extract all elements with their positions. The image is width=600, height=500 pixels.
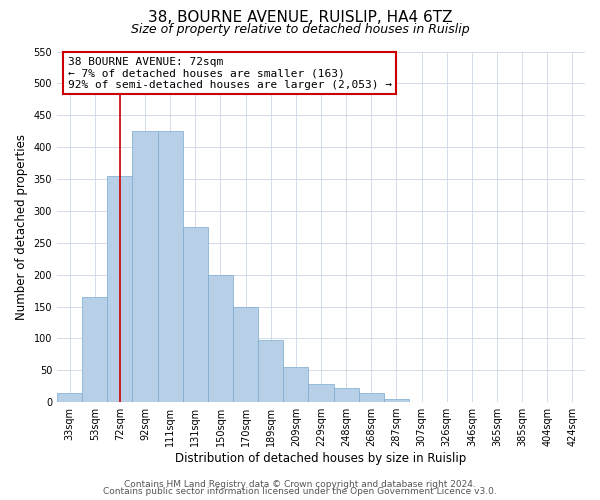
Bar (208, 274, 233, 402)
X-axis label: Distribution of detached houses by size in Ruislip: Distribution of detached houses by size … (175, 452, 467, 465)
Text: 38 BOURNE AVENUE: 72sqm
← 7% of detached houses are smaller (163)
92% of semi-de: 38 BOURNE AVENUE: 72sqm ← 7% of detached… (68, 57, 392, 90)
Text: Contains HM Land Registry data © Crown copyright and database right 2024.: Contains HM Land Registry data © Crown c… (124, 480, 476, 489)
Bar (359, 394, 384, 402)
Text: 38, BOURNE AVENUE, RUISLIP, HA4 6TZ: 38, BOURNE AVENUE, RUISLIP, HA4 6TZ (148, 10, 452, 25)
Bar (258, 340, 283, 402)
Bar (133, 131, 158, 402)
Text: Size of property relative to detached houses in Ruislip: Size of property relative to detached ho… (131, 22, 469, 36)
Bar (283, 367, 308, 402)
Bar (384, 399, 409, 402)
Bar (107, 176, 133, 402)
Bar (308, 384, 334, 402)
Bar (334, 388, 359, 402)
Text: Contains public sector information licensed under the Open Government Licence v3: Contains public sector information licen… (103, 488, 497, 496)
Bar (82, 297, 107, 402)
Bar (183, 227, 208, 402)
Bar (233, 306, 258, 402)
Y-axis label: Number of detached properties: Number of detached properties (15, 134, 28, 320)
Bar (57, 392, 82, 402)
Bar (158, 131, 183, 402)
